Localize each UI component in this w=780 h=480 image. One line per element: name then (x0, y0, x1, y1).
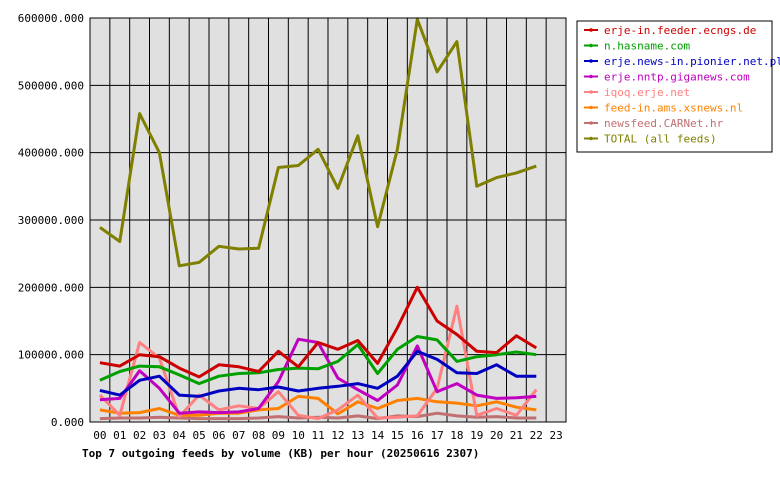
legend-swatch-marker (589, 43, 593, 48)
x-tick-label: 02 (133, 429, 146, 442)
series-line (99, 394, 537, 417)
legend-box (576, 20, 773, 153)
x-tick-label: 12 (331, 429, 344, 442)
x-tick-label: 17 (430, 429, 443, 442)
x-tick-label: 19 (470, 429, 483, 442)
x-tick-label: 08 (252, 429, 265, 442)
legend-label: erje.news-in.pionier.net.pl (604, 55, 780, 68)
legend-swatch-marker (589, 90, 593, 94)
x-tick-label: 03 (153, 429, 166, 442)
x-tick-label: 01 (113, 429, 126, 442)
x-tick-label: 20 (490, 429, 503, 442)
y-axis-ticks: 0.000 100000.000 200000.000 300000.000 40000… (18, 12, 84, 429)
y-tick-label: 200000.000 (18, 281, 84, 294)
x-axis-ticks: 00 01 02 03 04 05 06 07 08 09 10 11 12 13 14 15 16 17 18 19… (93, 429, 562, 442)
x-tick-label: 09 (272, 429, 285, 442)
series-line (99, 285, 538, 379)
x-tick-label: 14 (371, 429, 385, 442)
chart-title: Top 7 outgoing feeds by volume (KB) per … (82, 447, 479, 460)
y-tick-label: 100000.000 (18, 349, 84, 362)
legend: erje-in.feeder.ecngs.de n.hasname.com erje… (576, 20, 780, 153)
y-tick-label: 300000.000 (18, 214, 84, 227)
y-tick-label: 600000.000 (18, 12, 84, 25)
x-tick-label: 18 (450, 429, 463, 442)
x-tick-label: 13 (351, 429, 364, 442)
legend-label: feed-in.ams.xsnews.nl (604, 102, 743, 115)
x-tick-label: 07 (232, 429, 245, 442)
x-tick-label: 15 (391, 429, 404, 442)
legend-swatch-marker (589, 59, 593, 63)
series-line (99, 349, 537, 398)
series-line (99, 335, 537, 386)
legend-swatch-marker (589, 105, 593, 110)
x-tick-label: 21 (510, 429, 523, 442)
legend-swatch-marker (589, 121, 593, 125)
y-tick-label: 0.000 (51, 416, 84, 429)
series-lines (98, 17, 538, 421)
x-tick-label: 00 (93, 429, 106, 442)
legend-swatch-marker (589, 28, 593, 32)
legend-swatch-marker (589, 136, 593, 141)
x-tick-label: 11 (311, 429, 324, 442)
series-line (98, 304, 538, 421)
x-tick-label: 04 (173, 429, 187, 442)
series-line (99, 17, 537, 268)
plot-frame (89, 17, 567, 423)
legend-label: erje.nntp.giganews.com (604, 71, 750, 84)
x-tick-label: 16 (411, 429, 424, 442)
x-tick-label: 05 (192, 429, 205, 442)
legend-swatch-marker (589, 74, 593, 79)
x-tick-label: 23 (549, 429, 562, 442)
legend-label: erje-in.feeder.ecngs.de (604, 24, 756, 37)
x-tick-label: 10 (292, 429, 305, 442)
legend-label: n.hasname.com (604, 40, 690, 53)
y-tick-label: 400000.000 (18, 147, 84, 160)
x-tick-label: 22 (530, 429, 543, 442)
x-tick-label: 06 (212, 429, 225, 442)
y-tick-label: 500000.000 (18, 79, 84, 92)
legend-label: newsfeed.CARNet.hr (604, 117, 724, 130)
legend-label: iqoq.erje.net (604, 86, 690, 99)
legend-label: TOTAL (all feeds) (604, 133, 717, 146)
